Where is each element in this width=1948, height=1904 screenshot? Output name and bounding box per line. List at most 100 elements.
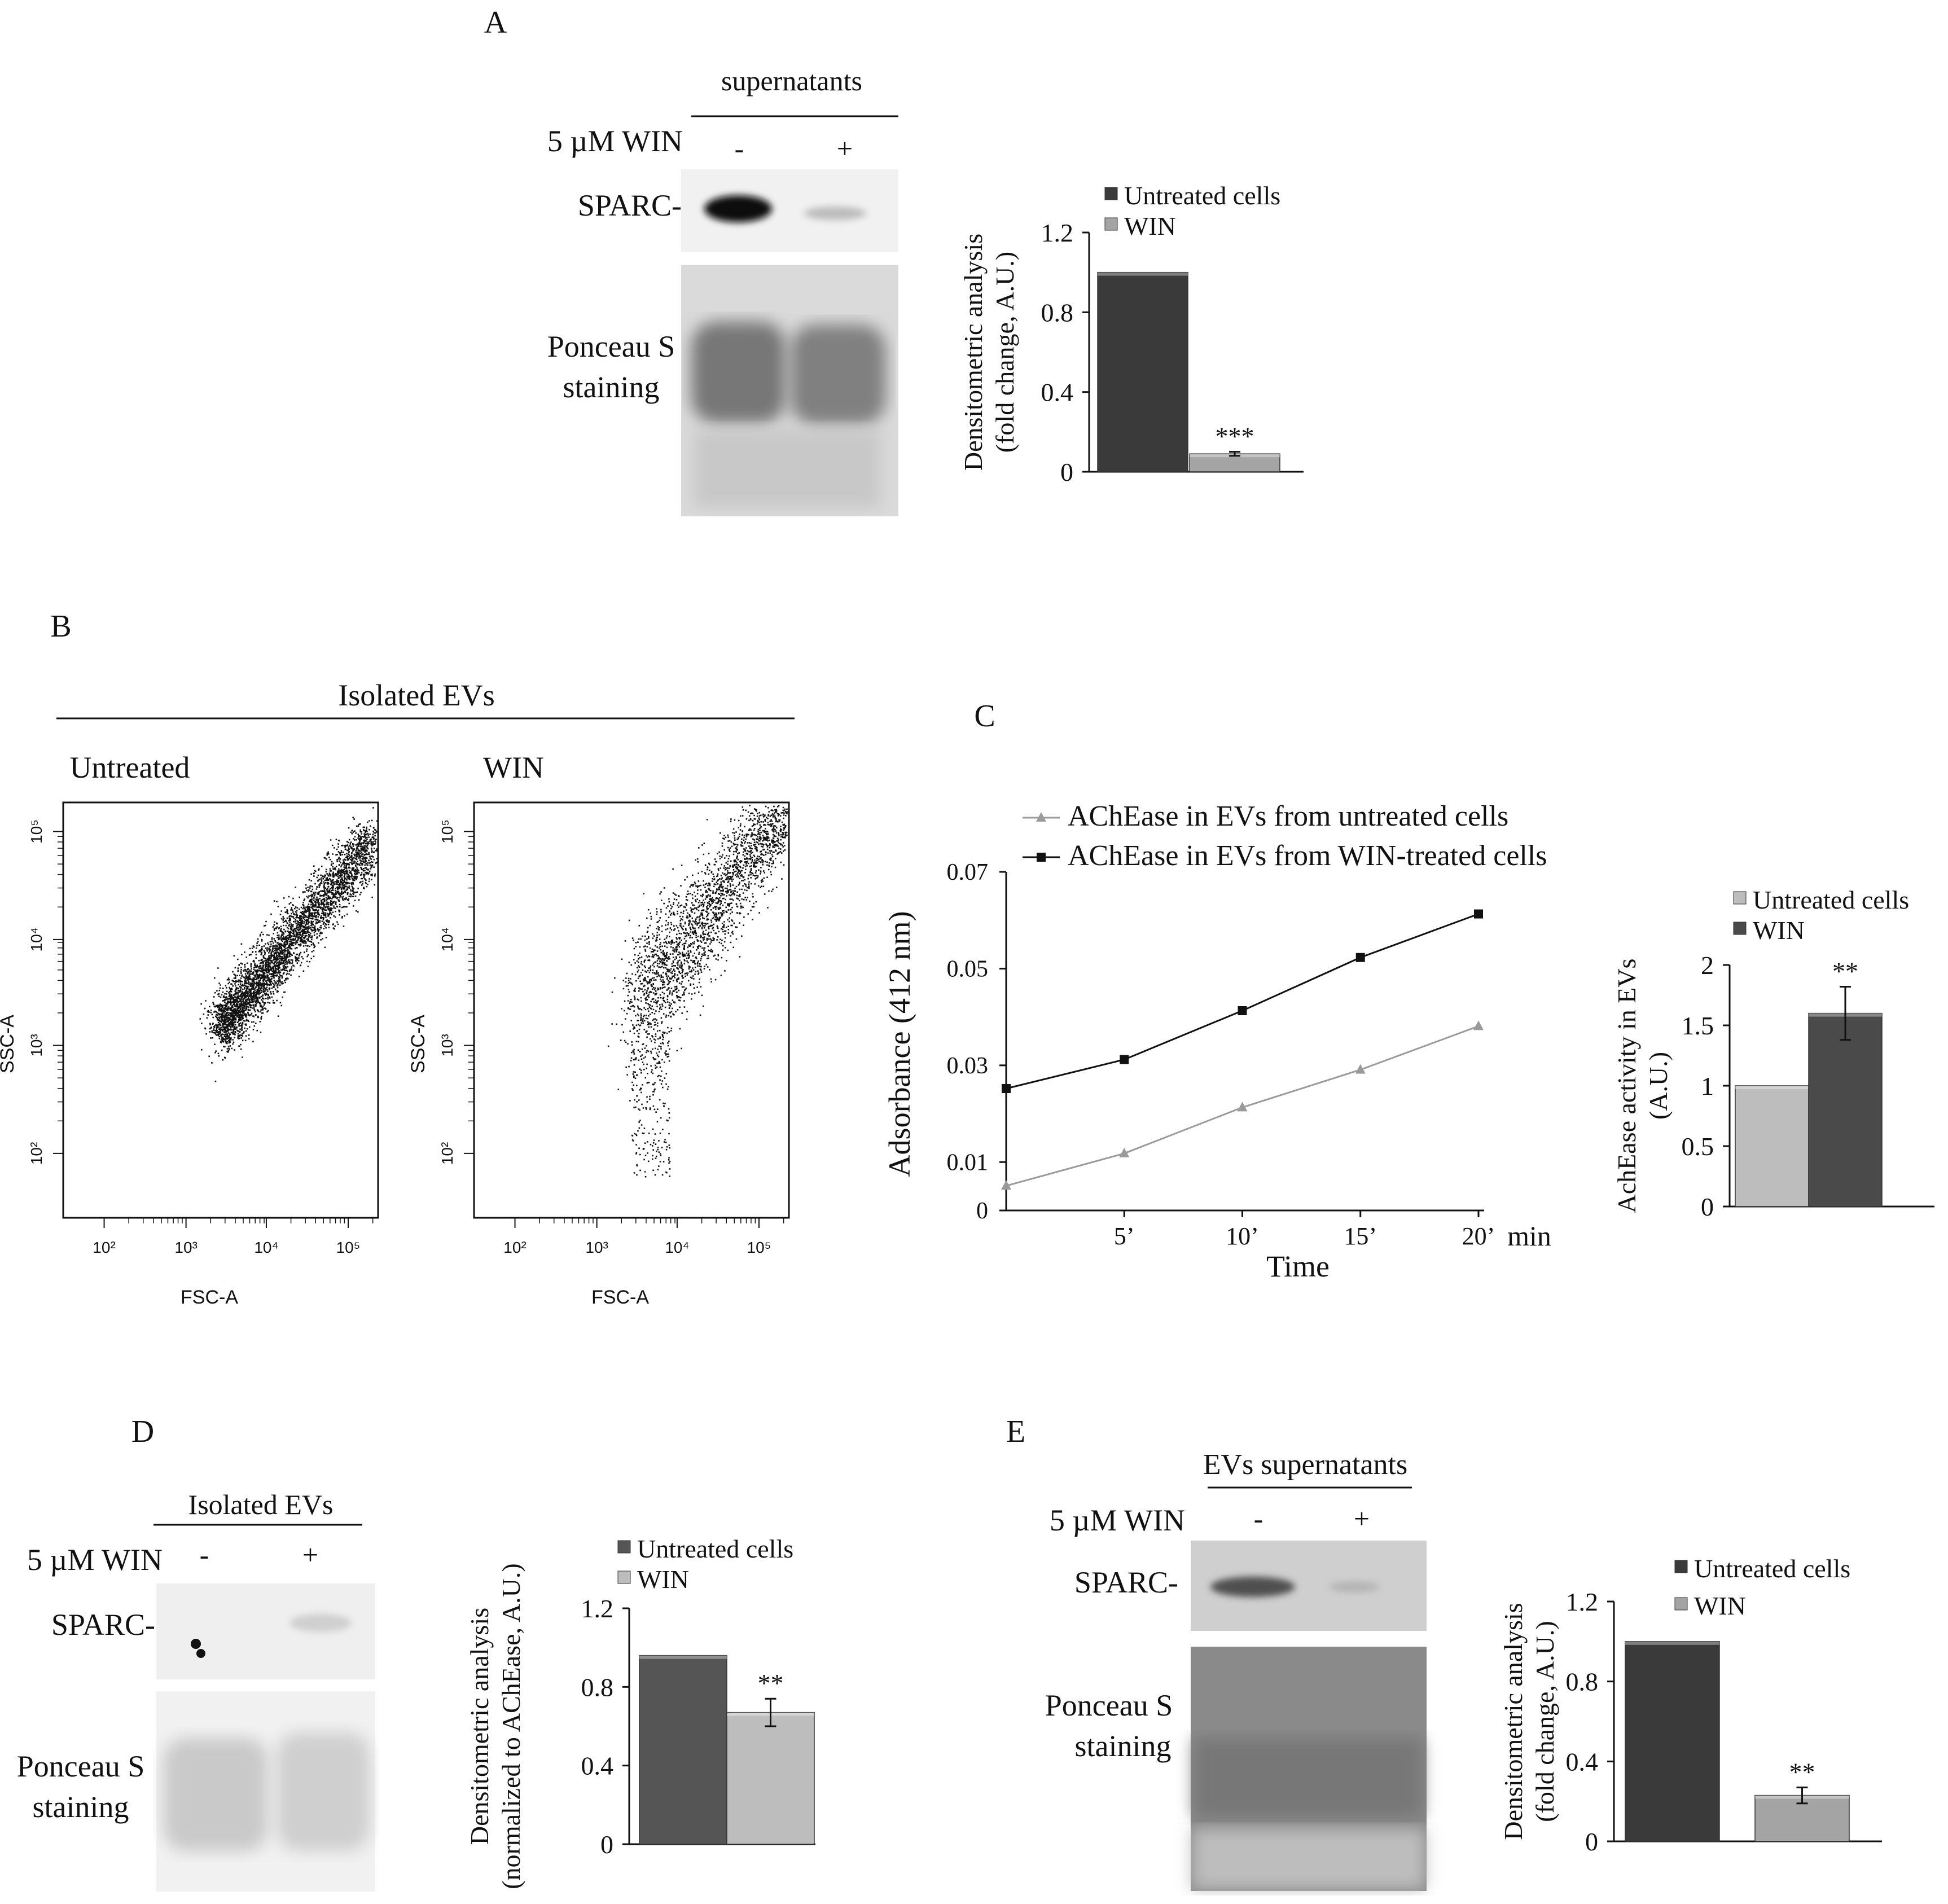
sparc-band-a1	[704, 195, 772, 222]
band-label-a: SPARC-	[578, 188, 682, 222]
legend-swatch	[1104, 187, 1118, 200]
significance-label: ***	[1216, 422, 1254, 451]
y-tick-label: 10²	[438, 1142, 456, 1165]
legend-swatch	[1733, 922, 1747, 935]
data-point	[1002, 1084, 1011, 1093]
y-tick-label: 0.01	[947, 1150, 989, 1175]
y-tick-label: 0	[600, 1830, 613, 1859]
panel-label-e: E	[1006, 1414, 1025, 1449]
bar	[1808, 1012, 1883, 1207]
x-tick-label: 10⁴	[254, 1239, 278, 1256]
bar	[726, 1712, 815, 1845]
legend-label: Untreated cells	[1753, 885, 1909, 914]
stain-label-d2: staining	[33, 1790, 129, 1824]
y-tick-label: 10⁵	[438, 819, 456, 844]
significance-label: **	[758, 1669, 784, 1697]
plot-frame	[473, 801, 790, 1219]
ponceau-lane-a2	[790, 324, 886, 425]
series-line	[1006, 913, 1479, 1090]
stain-label-a1: Ponceau S	[547, 330, 675, 363]
x-axis-title: FSC-A	[181, 1287, 238, 1308]
y-axis-title: AchEase activity in EVs	[1612, 959, 1641, 1213]
sparc-band-d2	[289, 1614, 352, 1632]
ponceau-lane-d1	[164, 1738, 268, 1851]
bar	[1625, 1641, 1720, 1842]
y-tick-label: 0	[976, 1198, 988, 1224]
y-tick-label: 10³	[438, 1034, 456, 1056]
y-axis-title: SSC-A	[407, 1015, 429, 1073]
x-tick-label: 10⁴	[665, 1239, 689, 1256]
legend-swatch	[1733, 891, 1747, 905]
treatment-label-e: 5 µM WIN	[1050, 1503, 1185, 1537]
x-tick-label: 10²	[93, 1239, 115, 1256]
y-axis-title: (fold change, A.U.)	[1530, 1621, 1559, 1822]
lane-plus-d: +	[302, 1539, 318, 1570]
panel-label-b: B	[50, 609, 71, 644]
x-tick-label: 10⁵	[336, 1239, 361, 1256]
y-axis-title: (A.U.)	[1644, 1052, 1673, 1120]
y-tick-label: 1	[1701, 1072, 1714, 1100]
bar	[639, 1655, 727, 1845]
data-point	[1238, 1006, 1247, 1015]
bar	[1735, 1085, 1809, 1207]
stain-label-d1: Ponceau S	[17, 1749, 144, 1783]
band-label-d: SPARC-	[51, 1608, 155, 1642]
legend-swatch	[1674, 1597, 1688, 1611]
y-tick-label: 0.4	[581, 1752, 614, 1780]
blot-speck-d1	[191, 1639, 201, 1649]
y-tick-label: 0.4	[1041, 378, 1074, 407]
panel-header-b: Isolated EVs	[338, 678, 494, 712]
legend-label: WIN	[1694, 1591, 1746, 1620]
x-axis-title: FSC-A	[591, 1287, 649, 1308]
y-tick-label: 10³	[28, 1034, 45, 1056]
y-tick-label: 0	[1585, 1827, 1598, 1856]
data-point	[1473, 1020, 1484, 1030]
ponceau-lane-d2	[277, 1732, 370, 1851]
bar-highlight	[1098, 272, 1188, 276]
x-axis-title: Time	[1266, 1249, 1330, 1283]
x-tick-label: 10⁵	[747, 1239, 771, 1256]
y-tick-label: 1.5	[1682, 1011, 1714, 1040]
lane-minus-a: -	[735, 133, 744, 164]
band-label-e: SPARC-	[1074, 1565, 1178, 1599]
data-point	[1237, 1102, 1248, 1112]
y-tick-label: 0	[1060, 458, 1073, 486]
y-tick-label: 10⁴	[438, 927, 456, 951]
plot-title: WIN	[483, 751, 544, 784]
data-point	[1474, 909, 1483, 919]
y-axis-title: (normalized to AChEase, A.U.)	[497, 1563, 525, 1889]
panel-label-a: A	[484, 5, 507, 40]
stain-label-e2: staining	[1075, 1729, 1172, 1763]
x-tick-label: 10’	[1226, 1222, 1259, 1250]
legend-label: WIN	[1753, 916, 1805, 945]
bar	[1189, 453, 1280, 472]
data-point	[1120, 1055, 1129, 1064]
sparc-band-e1	[1210, 1577, 1295, 1597]
legend-label: WIN	[1124, 212, 1176, 240]
blot-speck-d2	[196, 1649, 205, 1658]
bar	[1097, 271, 1188, 472]
ponceau-lane-a1	[691, 322, 786, 423]
y-tick-label: 1.2	[1566, 1587, 1599, 1616]
treatment-label-d: 5 µM WIN	[27, 1543, 163, 1577]
lane-plus-e: +	[1354, 1503, 1370, 1534]
blot-header-e: EVs supernatants	[1203, 1449, 1407, 1481]
sparc-band-e2	[1329, 1581, 1380, 1592]
y-axis-title: Adsorbance (412 nm)	[883, 911, 916, 1177]
flow-cytometry-plots: Untreated 10² 10² 10³ 10³ 10⁴ 10⁴ 10⁵ 10⁵ FSC-A SS…	[0, 751, 790, 1308]
panel-label-d: D	[131, 1414, 154, 1449]
blot-header-a: supernatants	[721, 65, 862, 96]
x-tick-label: 10³	[585, 1239, 608, 1256]
data-point	[1355, 953, 1365, 962]
legend-swatch	[1674, 1560, 1688, 1573]
lane-plus-a: +	[837, 133, 853, 164]
y-tick-label: 10⁴	[28, 927, 45, 951]
y-axis-title: Densitometric analysis	[959, 234, 988, 471]
x-axis-unit: min	[1507, 1220, 1551, 1252]
panel-c: C 0 0.01 0.03 0.05 0.07 5’ 10’ 15’ 20’ min Time Ads…	[883, 699, 1934, 1283]
x-tick-label: 15’	[1344, 1222, 1377, 1250]
panel-e: E EVs supernatants 5 µM WIN - + SPARC- P…	[1006, 1414, 1882, 1891]
